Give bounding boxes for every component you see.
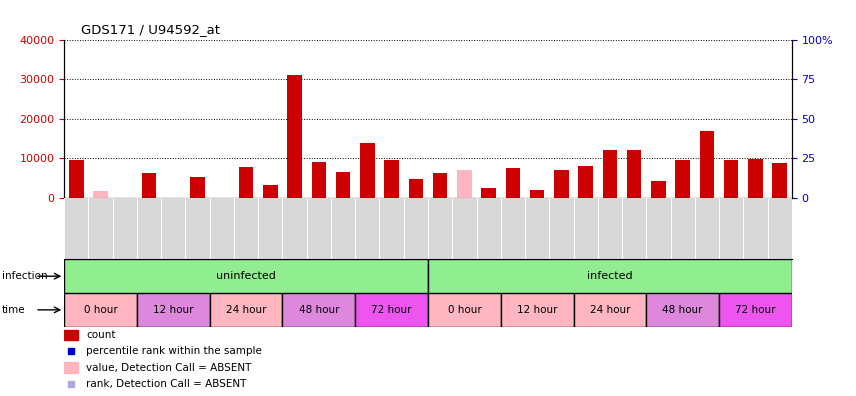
Text: uninfected: uninfected — [217, 271, 276, 281]
Bar — [93, 191, 108, 198]
Bar — [574, 293, 646, 327]
Text: infected: infected — [587, 271, 633, 281]
Text: rank, Detection Call = ABSENT: rank, Detection Call = ABSENT — [86, 379, 247, 389]
Bar — [428, 293, 501, 327]
Bar — [554, 170, 568, 198]
Bar — [408, 179, 423, 198]
Bar — [282, 293, 355, 327]
Bar — [530, 190, 544, 198]
Bar — [137, 293, 210, 327]
Bar — [724, 160, 739, 198]
Bar — [579, 166, 593, 198]
Bar — [772, 163, 787, 198]
Text: 0 hour: 0 hour — [84, 305, 117, 315]
Text: 12 hour: 12 hour — [153, 305, 193, 315]
Text: 48 hour: 48 hour — [299, 305, 339, 315]
Bar — [719, 293, 792, 327]
Bar — [506, 168, 520, 198]
Text: infection: infection — [2, 271, 47, 281]
Bar — [64, 293, 137, 327]
Bar — [675, 160, 690, 198]
Bar — [651, 181, 666, 198]
Bar — [239, 167, 253, 198]
Bar — [263, 185, 277, 198]
Bar — [646, 293, 719, 327]
Bar — [457, 170, 472, 198]
Text: 72 hour: 72 hour — [735, 305, 776, 315]
Bar — [603, 150, 617, 198]
Bar — [384, 160, 399, 198]
Bar — [355, 293, 428, 327]
Bar — [360, 143, 375, 198]
Bar — [428, 259, 792, 293]
Text: GDS171 / U94592_at: GDS171 / U94592_at — [81, 23, 220, 36]
Text: time: time — [2, 305, 26, 315]
Bar — [336, 172, 350, 198]
Text: percentile rank within the sample: percentile rank within the sample — [86, 346, 262, 356]
Text: 72 hour: 72 hour — [372, 305, 412, 315]
Bar — [64, 362, 78, 373]
Bar — [69, 160, 84, 198]
Bar — [433, 173, 448, 198]
Text: 24 hour: 24 hour — [590, 305, 630, 315]
Bar — [748, 159, 763, 198]
Text: count: count — [86, 330, 116, 340]
Text: 0 hour: 0 hour — [448, 305, 481, 315]
Bar — [142, 173, 157, 198]
Text: 24 hour: 24 hour — [226, 305, 266, 315]
Text: 12 hour: 12 hour — [517, 305, 557, 315]
Bar — [627, 150, 641, 198]
Bar — [64, 259, 428, 293]
Bar — [481, 188, 496, 198]
Bar — [312, 162, 326, 198]
Bar — [64, 329, 78, 340]
Bar — [699, 131, 714, 198]
Text: value, Detection Call = ABSENT: value, Detection Call = ABSENT — [86, 362, 252, 373]
Text: 48 hour: 48 hour — [663, 305, 703, 315]
Bar — [210, 293, 282, 327]
Bar — [190, 177, 205, 198]
Bar — [501, 293, 574, 327]
Bar — [288, 75, 302, 198]
